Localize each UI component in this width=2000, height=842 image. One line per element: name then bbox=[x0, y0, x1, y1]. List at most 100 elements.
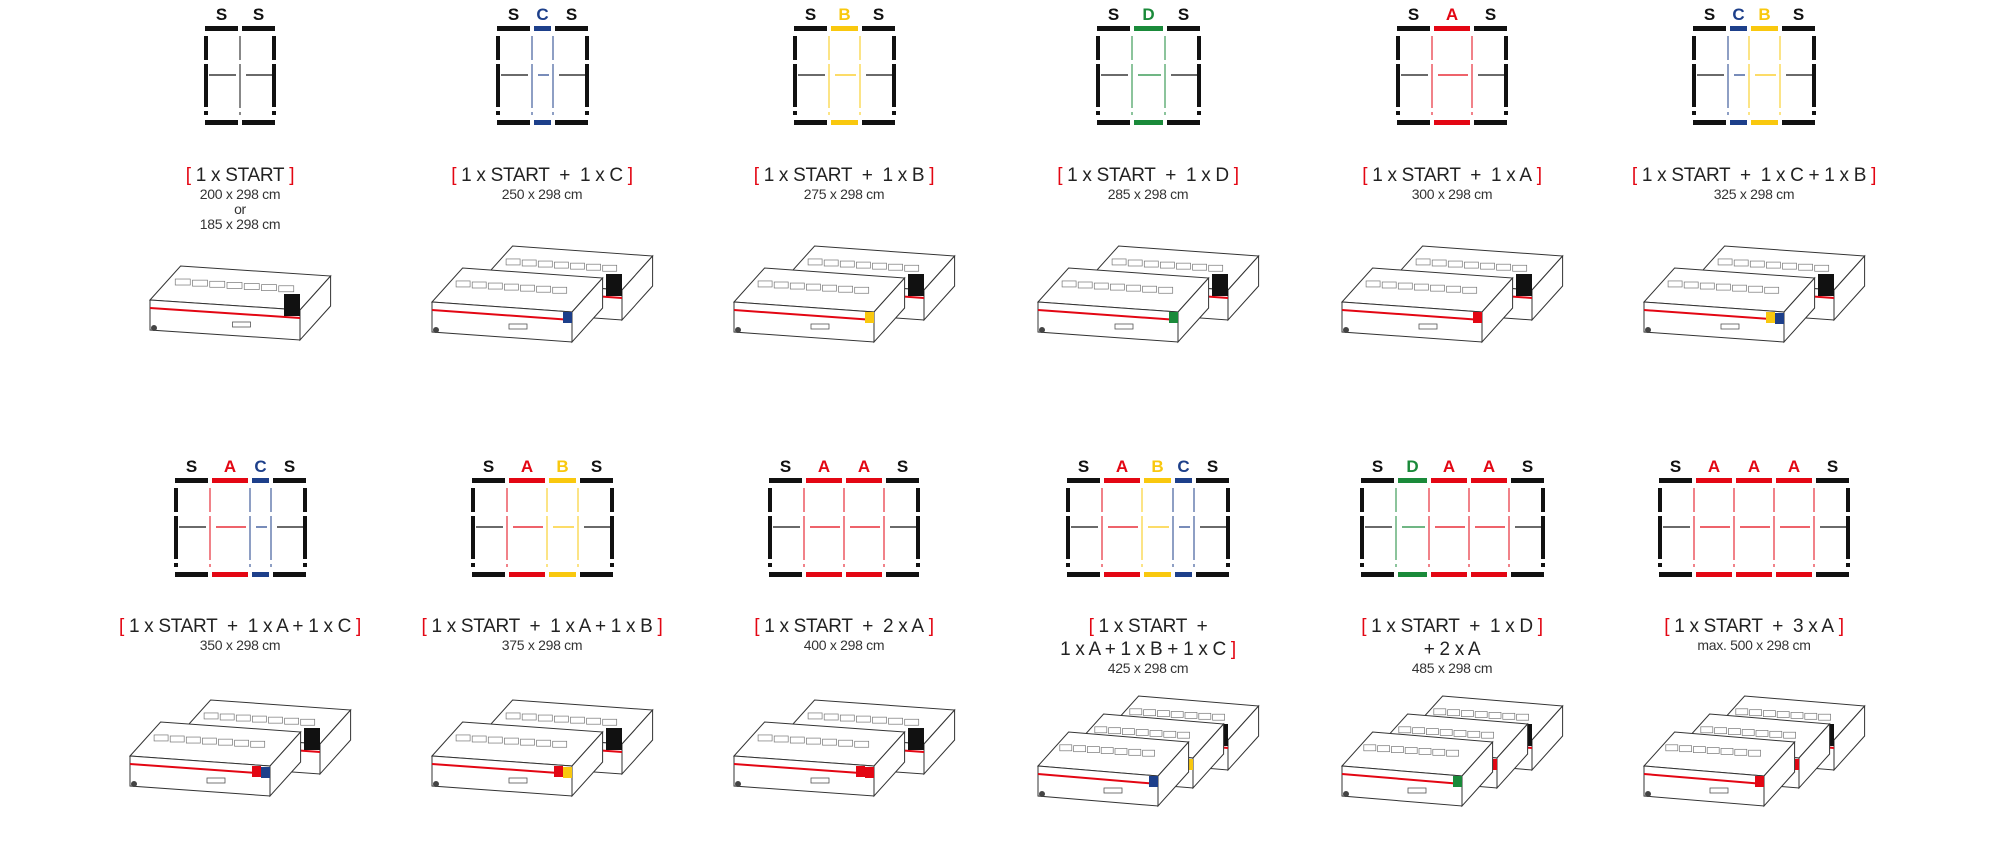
lid-rib bbox=[570, 716, 585, 724]
label-text: 1 x START + 1 x A + 1 x C bbox=[128, 616, 352, 637]
transport-cases-illustration bbox=[1340, 245, 1564, 344]
case-handle bbox=[232, 321, 251, 328]
case-stripe bbox=[431, 763, 573, 775]
outer-wall bbox=[173, 488, 178, 512]
configuration-label: [ 1 x START + 1 x A + 1 x B ] bbox=[392, 615, 692, 638]
lid-rib bbox=[1158, 286, 1174, 294]
lid-rib bbox=[1699, 282, 1715, 290]
module-letter: S bbox=[1521, 457, 1532, 476]
lid-rib bbox=[1363, 744, 1377, 752]
lid-rib bbox=[1127, 259, 1143, 267]
module-bar-top bbox=[1736, 478, 1772, 483]
module-bar-bottom bbox=[1104, 572, 1140, 577]
lid-rib bbox=[1177, 731, 1190, 739]
lid-rib bbox=[505, 712, 521, 720]
lid-rib bbox=[773, 735, 789, 743]
configuration-item: S A A S[ 1 x START + 2 x A ] 400 x 298 cm bbox=[694, 452, 994, 798]
lid-rib bbox=[1391, 746, 1404, 753]
case-side bbox=[1783, 276, 1816, 344]
lid-rib bbox=[536, 285, 551, 293]
lid-rib bbox=[1516, 713, 1529, 721]
module-bar-bottom bbox=[1474, 120, 1507, 125]
lid-rib bbox=[1776, 711, 1790, 718]
bracket-open: [ bbox=[118, 616, 129, 637]
lid-rib bbox=[1446, 749, 1459, 757]
transport-cases-illustration bbox=[1036, 245, 1260, 344]
bracket-close: ] bbox=[923, 616, 934, 637]
module-bar-top bbox=[533, 26, 551, 31]
lid-rib bbox=[872, 262, 887, 270]
lid-rib bbox=[185, 736, 201, 744]
module-bar-bottom bbox=[1659, 572, 1692, 577]
label-line: + 2 x A bbox=[1302, 638, 1602, 661]
case-handle bbox=[1114, 323, 1134, 330]
configuration-label: [ 1 x START + 1 x A ] bbox=[1302, 164, 1602, 187]
module-bar-top bbox=[846, 478, 882, 483]
transport-cases-illustration bbox=[1340, 695, 1564, 808]
outer-wall bbox=[470, 516, 475, 559]
module-letter: S bbox=[1485, 5, 1496, 24]
lid-rib bbox=[504, 283, 519, 291]
case-handle bbox=[1407, 787, 1427, 794]
module-tag bbox=[1169, 312, 1178, 323]
lid-rib bbox=[487, 282, 503, 290]
module-bar-top bbox=[886, 478, 919, 483]
module-letter: A bbox=[1446, 5, 1458, 24]
module-bar-top bbox=[508, 478, 545, 483]
module-letter: S bbox=[1670, 457, 1681, 476]
transport-cases-illustration bbox=[430, 245, 654, 344]
module-bar-bottom bbox=[806, 572, 842, 577]
lid-rib bbox=[1464, 261, 1479, 269]
lid-rib bbox=[1149, 730, 1163, 737]
outer-wall bbox=[1692, 111, 1696, 115]
module-letter: S bbox=[1827, 457, 1838, 476]
bracket-close: ] bbox=[351, 616, 362, 637]
dimensions: 485 x 298 cm bbox=[1411, 660, 1493, 676]
module-letter: A bbox=[1748, 457, 1760, 476]
module-bar-top bbox=[251, 478, 269, 483]
label-line: [ 1 x START ] bbox=[90, 164, 390, 187]
bracket-open: [ bbox=[1057, 165, 1068, 186]
module-bar-top bbox=[1474, 26, 1507, 31]
outer-wall bbox=[272, 111, 276, 115]
outer-wall bbox=[1359, 563, 1364, 567]
label-line: [ 1 x START + 2 x A ] bbox=[694, 615, 994, 638]
lid-rib bbox=[278, 285, 295, 293]
outer-wall bbox=[302, 516, 307, 559]
lid-rib bbox=[1073, 745, 1086, 753]
lid-rib bbox=[1749, 260, 1765, 268]
case-side bbox=[571, 276, 604, 344]
module-bar-top bbox=[1434, 26, 1470, 31]
module-tag bbox=[1473, 312, 1482, 323]
configuration-label: [ 1 x START +1 x A + 1 x B + 1 x C ] bbox=[998, 615, 1298, 661]
module-bar-bottom bbox=[1730, 120, 1747, 125]
lid-rib bbox=[1426, 728, 1439, 735]
outer-wall bbox=[1359, 516, 1364, 559]
outer-wall bbox=[792, 64, 797, 107]
label-line: [ 1 x START + 1 x B ] bbox=[694, 164, 994, 187]
dimensions: 375 x 298 cm bbox=[501, 637, 583, 653]
lid-rib bbox=[1717, 258, 1733, 266]
module-bar-bottom bbox=[211, 572, 248, 577]
lid-rib bbox=[169, 735, 185, 743]
case-stripe bbox=[1037, 309, 1179, 321]
module-letter: A bbox=[1442, 457, 1454, 476]
lid-rib bbox=[789, 282, 805, 290]
outer-wall bbox=[1226, 563, 1230, 567]
bracket-open: [ bbox=[1361, 616, 1372, 637]
case-handle bbox=[1103, 787, 1123, 794]
case-side bbox=[1227, 254, 1260, 322]
case-handle bbox=[810, 323, 830, 330]
start-tag bbox=[304, 728, 320, 750]
start-tag bbox=[1818, 274, 1834, 296]
transport-case bbox=[1340, 731, 1494, 808]
module-bar-bottom bbox=[1470, 572, 1507, 577]
module-bar-top bbox=[211, 478, 248, 483]
lid-rib bbox=[1741, 729, 1755, 736]
module-bar-bottom bbox=[769, 572, 802, 577]
transport-cases-illustration bbox=[128, 699, 352, 798]
